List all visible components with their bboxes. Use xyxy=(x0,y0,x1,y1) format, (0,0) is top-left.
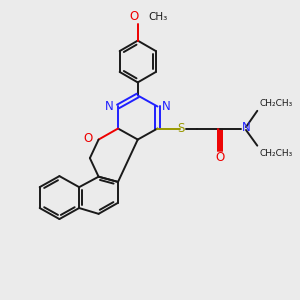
Text: N: N xyxy=(242,121,251,134)
Text: N: N xyxy=(105,100,113,113)
Text: S: S xyxy=(178,122,185,135)
Text: N: N xyxy=(162,100,171,113)
Text: CH₂CH₃: CH₂CH₃ xyxy=(260,148,293,158)
Text: O: O xyxy=(129,10,139,23)
Text: CH₂CH₃: CH₂CH₃ xyxy=(260,99,293,108)
Text: O: O xyxy=(216,151,225,164)
Text: O: O xyxy=(83,133,92,146)
Text: CH₃: CH₃ xyxy=(148,11,167,22)
